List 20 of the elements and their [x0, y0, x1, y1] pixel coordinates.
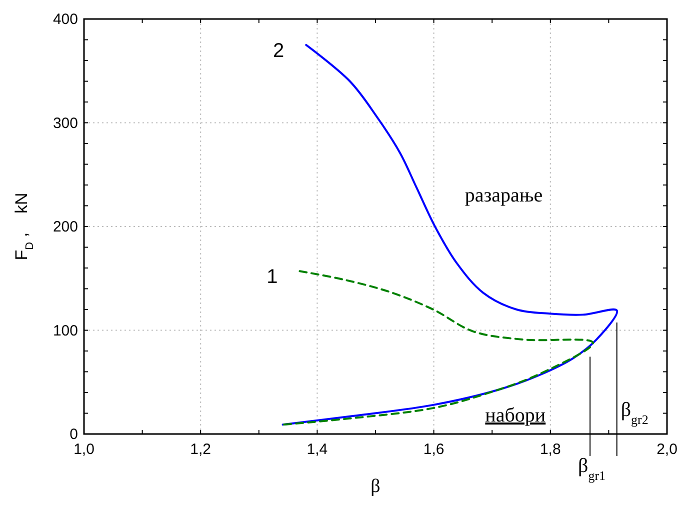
y-tick-label: 200: [52, 218, 78, 236]
x-tick-label: 1,0: [74, 441, 94, 458]
line-series: [282, 270, 594, 426]
annotation: разарање: [464, 184, 543, 207]
y-tick-label: 300: [52, 114, 78, 132]
x-tick-label: 1,2: [190, 441, 212, 458]
x-tick-label: 1,4: [306, 441, 328, 458]
y-tick-label: 0: [70, 426, 78, 443]
y-tick-label: 400: [52, 11, 78, 28]
annotation: 1: [266, 266, 278, 288]
y-tick-label: 100: [52, 322, 78, 340]
x-axis-title: β: [370, 476, 380, 497]
x-tick-label: 1,8: [540, 441, 561, 458]
annotation: набори: [485, 404, 546, 427]
x-tick-label: 2,0: [656, 441, 678, 458]
annotation: 2: [273, 40, 284, 62]
line-series: [282, 44, 618, 426]
ref-line-label: β$_{gr2}$: [620, 399, 648, 426]
ref-line-label: β$_{gr1}$: [578, 455, 606, 482]
x-tick-label: 1,6: [423, 441, 444, 458]
